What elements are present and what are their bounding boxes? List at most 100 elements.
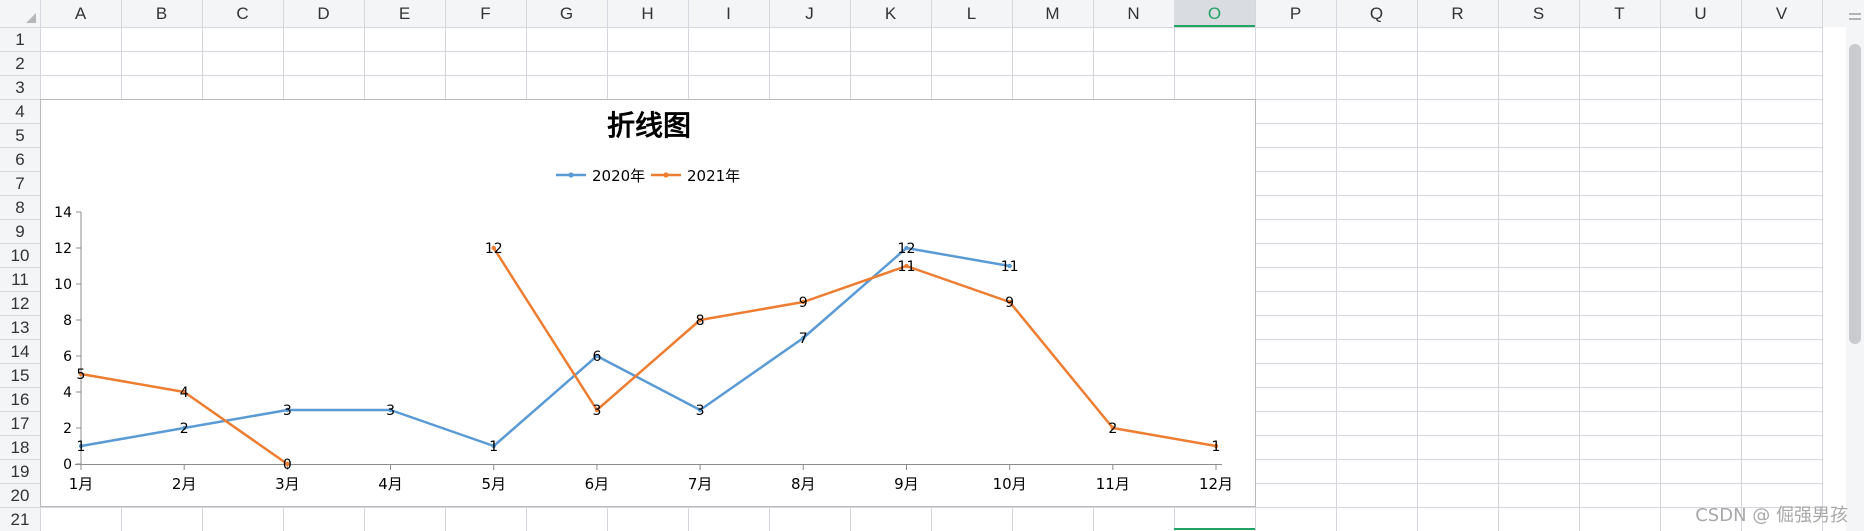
data-label: 9: [1005, 295, 1014, 311]
row-header-13[interactable]: 13: [11, 318, 30, 337]
data-label: 1: [77, 439, 86, 455]
data-point: [594, 353, 600, 359]
data-point: [491, 245, 496, 251]
y-tick-label: 14: [54, 205, 72, 221]
row-header-6[interactable]: 6: [15, 150, 24, 169]
data-label: 3: [386, 403, 395, 419]
data-label: 12: [898, 241, 916, 257]
column-header-s[interactable]: S: [1533, 4, 1544, 23]
x-tick-label: 6月: [585, 475, 610, 493]
legend-point-marker: [568, 172, 574, 178]
row-header-14[interactable]: 14: [11, 342, 30, 361]
x-tick-label: 1月: [69, 475, 94, 493]
row-header-18[interactable]: 18: [11, 438, 30, 457]
data-point: [285, 407, 290, 413]
column-header-u[interactable]: U: [1694, 4, 1706, 23]
row-header-11[interactable]: 11: [11, 270, 29, 289]
series-line-0: [80, 246, 1010, 448]
data-label: 1: [489, 439, 498, 455]
legend-item-1[interactable]: 2021年: [651, 167, 740, 185]
row-header-9[interactable]: 9: [15, 222, 24, 241]
row-header-10[interactable]: 10: [11, 246, 30, 265]
data-label: 5: [77, 367, 86, 383]
y-tick-label: 10: [54, 277, 72, 293]
x-tick-label: 5月: [481, 475, 506, 493]
column-header-b[interactable]: B: [156, 4, 167, 23]
column-header-f[interactable]: F: [480, 4, 490, 23]
data-point: [594, 407, 600, 413]
data-point: [181, 425, 187, 431]
column-header-r[interactable]: R: [1451, 4, 1463, 23]
x-tick-label: 8月: [791, 475, 816, 493]
column-header-m[interactable]: M: [1045, 4, 1059, 23]
data-point: [181, 389, 187, 395]
legend-point-marker: [663, 172, 669, 178]
row-header-21[interactable]: 21: [11, 510, 30, 529]
scrollbar-menu-icon[interactable]: [1849, 13, 1861, 20]
row-header-16[interactable]: 16: [11, 390, 30, 409]
row-header-bar: [0, 0, 40, 531]
row-header-12[interactable]: 12: [11, 294, 30, 313]
select-all-corner[interactable]: [26, 13, 36, 23]
column-header-p[interactable]: P: [1290, 4, 1301, 23]
x-tick-label: 3月: [275, 475, 300, 493]
row-header-7[interactable]: 7: [15, 174, 24, 193]
column-header-l[interactable]: L: [967, 4, 976, 23]
data-label: 3: [592, 403, 601, 419]
data-label: 3: [283, 403, 292, 419]
row-header-2[interactable]: 2: [15, 54, 24, 73]
data-point: [1007, 263, 1012, 269]
row-header-8[interactable]: 8: [15, 198, 24, 217]
row-header-5[interactable]: 5: [15, 126, 24, 145]
row-header-1[interactable]: 1: [15, 30, 24, 49]
x-tick-label: 9月: [894, 475, 919, 493]
column-header-q[interactable]: Q: [1370, 4, 1383, 23]
column-header-selected-bg: [1174, 0, 1255, 27]
column-header-v[interactable]: V: [1776, 4, 1788, 23]
column-header-k[interactable]: K: [885, 4, 897, 23]
data-point: [801, 335, 806, 341]
data-label: 3: [696, 403, 705, 419]
y-tick-label: 6: [63, 349, 72, 365]
column-header-n[interactable]: N: [1127, 4, 1139, 23]
data-label: 4: [180, 385, 189, 401]
row-header-20[interactable]: 20: [11, 486, 30, 505]
column-header-d[interactable]: D: [317, 4, 329, 23]
y-tick-label: 8: [63, 313, 72, 329]
vertical-scrollbar-thumb[interactable]: [1849, 44, 1861, 344]
data-point: [801, 299, 806, 305]
data-point: [1213, 443, 1219, 449]
data-point: [78, 443, 84, 449]
column-header-i[interactable]: I: [726, 4, 731, 23]
data-point: [697, 407, 703, 413]
legend-item-0[interactable]: 2020年: [556, 167, 645, 185]
row-header-15[interactable]: 15: [11, 366, 30, 385]
column-header-h[interactable]: H: [641, 4, 653, 23]
column-header-c[interactable]: C: [236, 4, 248, 23]
row-header-19[interactable]: 19: [11, 462, 30, 481]
x-tick-label: 10月: [993, 475, 1027, 493]
data-point: [697, 317, 703, 323]
column-header-t[interactable]: T: [1614, 4, 1624, 23]
data-label: 2: [180, 421, 189, 437]
column-header-g[interactable]: G: [560, 4, 573, 23]
column-header-e[interactable]: E: [399, 4, 410, 23]
row-header-17[interactable]: 17: [11, 414, 30, 433]
y-tick-label: 4: [63, 385, 72, 401]
column-header-a[interactable]: A: [75, 4, 87, 23]
column-header-o[interactable]: O: [1208, 4, 1221, 23]
data-point: [904, 263, 909, 269]
data-label: 1: [1212, 439, 1221, 455]
column-header-j[interactable]: J: [805, 4, 814, 23]
data-label: 11: [898, 259, 916, 275]
x-tick-label: 12月: [1199, 475, 1233, 493]
data-label: 12: [485, 241, 503, 257]
row-header-3[interactable]: 3: [15, 78, 24, 97]
row-header-4[interactable]: 4: [15, 102, 24, 121]
y-tick-label: 0: [63, 457, 72, 473]
data-point: [388, 407, 393, 413]
chart-panel[interactable]: 折线图 2020年 2021年 0 2 4 6 8 10 12 14 1月 2月 3月 4月 5月 6月 7月 8月…: [40, 99, 1256, 507]
data-label: 2: [1108, 421, 1117, 437]
data-label: 6: [592, 349, 601, 365]
